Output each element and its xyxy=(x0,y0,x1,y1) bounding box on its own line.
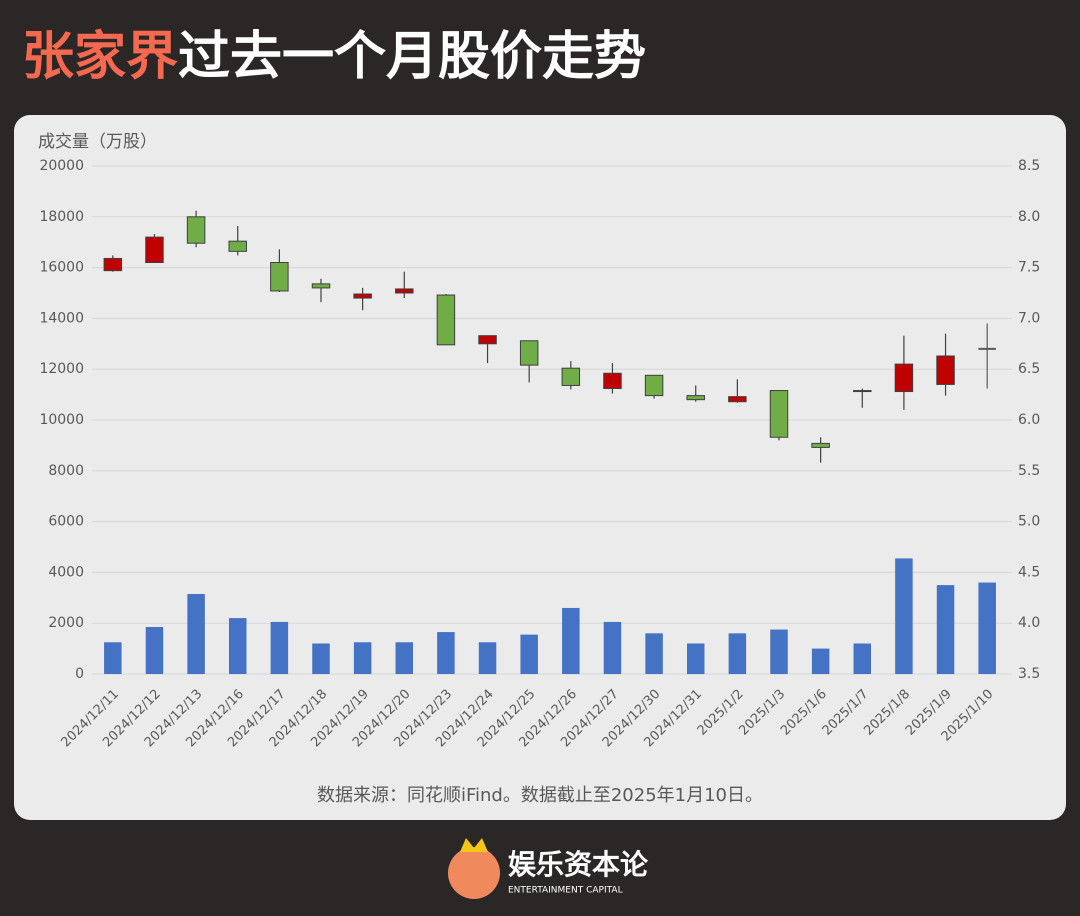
candle-body xyxy=(644,374,664,397)
y-tick-label: 6000 xyxy=(48,514,84,530)
y2-tick-label: 5.0 xyxy=(1018,514,1040,530)
candle-body xyxy=(353,293,372,299)
y2-tick-label: 7.0 xyxy=(1018,310,1040,326)
candle-body xyxy=(270,262,289,292)
y-tick-label: 4000 xyxy=(48,564,84,580)
footer-logo: 娱乐资本论 ENTERTAINMENT CAPITAL xyxy=(448,838,649,899)
y2-tick-label: 3.5 xyxy=(1018,666,1040,682)
volume-bar xyxy=(645,633,663,674)
volume-bar xyxy=(520,634,538,674)
title-highlight: 张家界 xyxy=(22,27,178,87)
volume-bar xyxy=(811,648,830,674)
volume-bar xyxy=(562,607,580,674)
y-tick-label: 10000 xyxy=(39,412,84,428)
candle-body xyxy=(145,236,164,264)
y2-tick-label: 6.5 xyxy=(1018,361,1040,377)
candle-body xyxy=(478,335,497,345)
candle-body xyxy=(728,396,747,403)
y-tick-label: 12000 xyxy=(39,361,84,377)
title-rest: 过去一个月股价走势 xyxy=(178,27,646,87)
y-tick-label: 16000 xyxy=(39,260,84,276)
volume-bar xyxy=(437,632,455,674)
volume-bar xyxy=(312,643,330,674)
volume-bar xyxy=(187,593,205,674)
volume-bar xyxy=(478,642,497,674)
candle-body xyxy=(561,367,581,386)
y-axis-label: 成交量（万股） xyxy=(38,132,157,152)
y2-tick-label: 8.5 xyxy=(1018,158,1040,174)
logo-crown xyxy=(460,838,488,852)
candle-body xyxy=(811,442,830,448)
volume-bar xyxy=(978,582,996,674)
candle-body xyxy=(894,363,914,393)
page-title: 张家界过去一个月股价走势 xyxy=(22,27,646,87)
y-tick-label: 0 xyxy=(75,666,84,682)
volume-bar xyxy=(686,643,705,674)
candle-body xyxy=(436,294,456,346)
volume-bar xyxy=(770,629,788,674)
logo-icon xyxy=(448,847,500,899)
volume-bar xyxy=(228,618,247,674)
y2-tick-label: 4.0 xyxy=(1018,615,1040,631)
candle-body xyxy=(519,340,539,366)
candle-body xyxy=(228,240,247,252)
volume-bar xyxy=(728,633,747,674)
candle-body xyxy=(686,395,705,401)
y-tick-label: 18000 xyxy=(39,209,84,225)
candle-body xyxy=(936,355,955,385)
y2-tick-label: 8.0 xyxy=(1018,209,1040,225)
volume-bar xyxy=(270,621,289,674)
volume-bar xyxy=(603,621,622,674)
y2-tick-label: 4.5 xyxy=(1018,564,1040,580)
y2-tick-label: 7.5 xyxy=(1018,260,1040,276)
volume-bar xyxy=(936,585,955,674)
volume-bar xyxy=(395,642,414,674)
y-tick-label: 2000 xyxy=(48,615,84,631)
volume-bar xyxy=(853,643,872,674)
candle-body xyxy=(853,390,872,393)
y-tick-label: 20000 xyxy=(39,158,84,174)
candle-body xyxy=(769,390,789,438)
y-tick-label: 14000 xyxy=(39,310,84,326)
volume-bar xyxy=(104,642,122,674)
volume-bar xyxy=(895,558,913,674)
volume-bar xyxy=(353,642,372,674)
brand-name: 娱乐资本论 xyxy=(508,848,649,881)
candle-body xyxy=(395,288,414,294)
source-note: 数据来源：同花顺iFind。数据截止至2025年1月10日。 xyxy=(317,785,763,806)
candle-body xyxy=(103,257,123,272)
y-tick-label: 8000 xyxy=(48,463,84,479)
candle-body xyxy=(186,216,206,244)
brand-en: ENTERTAINMENT CAPITAL xyxy=(508,886,623,896)
y2-tick-label: 5.5 xyxy=(1018,463,1040,479)
candle-body xyxy=(603,372,622,390)
volume-bar xyxy=(145,627,164,674)
candle-body xyxy=(311,283,331,289)
y2-tick-label: 6.0 xyxy=(1018,412,1040,428)
